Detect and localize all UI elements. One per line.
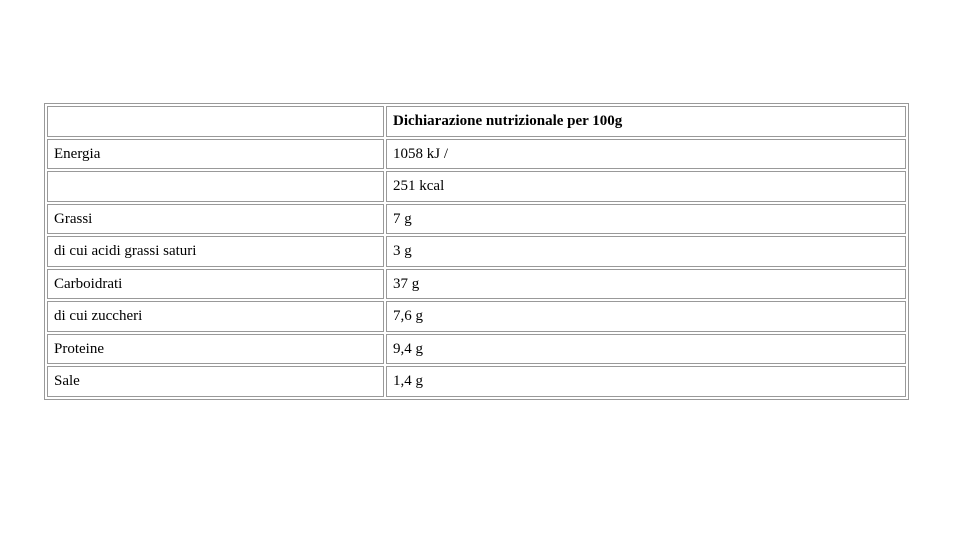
row-label xyxy=(47,171,384,202)
header-label-cell xyxy=(47,106,384,137)
row-value: 3 g xyxy=(386,236,906,267)
nutrition-table: Dichiarazione nutrizionale per 100g Ener… xyxy=(44,103,909,400)
row-label: di cui acidi grassi saturi xyxy=(47,236,384,267)
row-value: 37 g xyxy=(386,269,906,300)
row-value: 7,6 g xyxy=(386,301,906,332)
row-value: 7 g xyxy=(386,204,906,235)
row-value: 251 kcal xyxy=(386,171,906,202)
table-row: Energia 1058 kJ / xyxy=(47,139,906,170)
table-row: di cui zuccheri 7,6 g xyxy=(47,301,906,332)
table-header-row: Dichiarazione nutrizionale per 100g xyxy=(47,106,906,137)
table-row: Sale 1,4 g xyxy=(47,366,906,397)
table-row: Grassi 7 g xyxy=(47,204,906,235)
row-label: di cui zuccheri xyxy=(47,301,384,332)
table-row: di cui acidi grassi saturi 3 g xyxy=(47,236,906,267)
table-body: Energia 1058 kJ / 251 kcal Grassi 7 g di… xyxy=(47,139,906,397)
table-row: Proteine 9,4 g xyxy=(47,334,906,365)
row-label: Energia xyxy=(47,139,384,170)
row-label: Sale xyxy=(47,366,384,397)
table-row: 251 kcal xyxy=(47,171,906,202)
row-label: Grassi xyxy=(47,204,384,235)
table-row: Carboidrati 37 g xyxy=(47,269,906,300)
row-label: Proteine xyxy=(47,334,384,365)
row-value: 1,4 g xyxy=(386,366,906,397)
row-value: 1058 kJ / xyxy=(386,139,906,170)
page: Dichiarazione nutrizionale per 100g Ener… xyxy=(0,0,960,540)
row-value: 9,4 g xyxy=(386,334,906,365)
header-value-cell: Dichiarazione nutrizionale per 100g xyxy=(386,106,906,137)
row-label: Carboidrati xyxy=(47,269,384,300)
